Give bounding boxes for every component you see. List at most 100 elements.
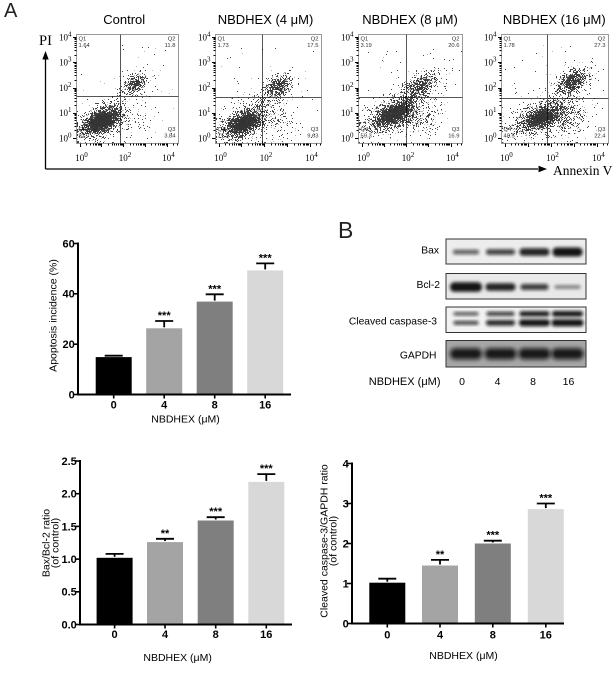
- svg-text:4: 4: [495, 376, 501, 388]
- svg-text:9.63: 9.63: [307, 134, 318, 140]
- svg-text:104: 104: [341, 30, 354, 42]
- svg-text:4: 4: [161, 399, 168, 411]
- svg-text:16: 16: [259, 399, 271, 411]
- svg-text:1.73: 1.73: [218, 43, 229, 49]
- svg-text:***: ***: [259, 252, 273, 264]
- svg-text:8: 8: [212, 399, 218, 411]
- svg-text:0: 0: [112, 629, 118, 641]
- svg-text:104: 104: [59, 30, 72, 42]
- svg-text:**: **: [161, 528, 170, 540]
- svg-text:104: 104: [446, 151, 459, 163]
- svg-text:101: 101: [341, 106, 354, 118]
- svg-text:1.5: 1.5: [62, 521, 77, 533]
- svg-text:0.0: 0.0: [62, 619, 77, 631]
- svg-text:16: 16: [260, 629, 272, 641]
- svg-text:Cleaved caspase-3: Cleaved caspase-3: [349, 317, 437, 328]
- svg-text:A: A: [4, 0, 18, 22]
- svg-text:4: 4: [437, 630, 444, 642]
- svg-text:16: 16: [540, 630, 552, 642]
- svg-text:103: 103: [341, 56, 354, 68]
- svg-text:102: 102: [402, 151, 415, 163]
- svg-text:GAPDH: GAPDH: [400, 351, 437, 362]
- svg-text:Q3: Q3: [598, 127, 606, 133]
- svg-text:Q2: Q2: [311, 37, 319, 43]
- svg-text:101: 101: [198, 106, 211, 118]
- svg-text:0: 0: [111, 399, 117, 411]
- svg-text:***: ***: [260, 463, 274, 475]
- svg-text:Q1: Q1: [361, 37, 369, 43]
- svg-text:102: 102: [546, 151, 559, 163]
- svg-text:104: 104: [484, 30, 497, 42]
- svg-text:Control: Control: [103, 12, 145, 27]
- svg-text:20.6: 20.6: [448, 43, 459, 49]
- svg-text:100: 100: [500, 151, 513, 163]
- svg-text:102: 102: [119, 151, 132, 163]
- svg-text:0.5: 0.5: [62, 587, 77, 599]
- svg-text:3: 3: [343, 498, 349, 510]
- svg-text:3.19: 3.19: [361, 43, 372, 49]
- svg-text:3.84: 3.84: [164, 134, 176, 140]
- svg-text:***: ***: [209, 506, 223, 518]
- svg-text:Q2: Q2: [598, 37, 606, 43]
- svg-text:104: 104: [592, 151, 605, 163]
- svg-text:0: 0: [69, 389, 75, 401]
- svg-text:Q4: Q4: [361, 127, 370, 133]
- svg-text:8: 8: [490, 630, 496, 642]
- svg-text:(of control): (of control): [50, 518, 62, 568]
- svg-text:20: 20: [63, 339, 75, 351]
- svg-text:104: 104: [198, 30, 211, 42]
- svg-text:100: 100: [484, 131, 497, 143]
- svg-text:100: 100: [75, 151, 88, 163]
- svg-text:102: 102: [484, 81, 497, 93]
- svg-text:PI: PI: [39, 33, 52, 49]
- svg-text:8: 8: [213, 629, 219, 641]
- svg-text:100: 100: [214, 151, 227, 163]
- svg-text:1.78: 1.78: [504, 43, 515, 49]
- svg-text:101: 101: [59, 106, 72, 118]
- svg-text:16.9: 16.9: [448, 134, 459, 140]
- svg-text:**: **: [436, 549, 445, 561]
- svg-text:103: 103: [59, 56, 72, 68]
- svg-text:Bcl-2: Bcl-2: [417, 280, 441, 291]
- svg-text:100: 100: [357, 151, 370, 163]
- svg-text:Q3: Q3: [452, 127, 460, 133]
- svg-text:104: 104: [305, 151, 318, 163]
- svg-text:101: 101: [484, 106, 497, 118]
- svg-text:59.3: 59.3: [361, 134, 372, 140]
- svg-text:NBDHEX (μM): NBDHEX (μM): [143, 652, 211, 664]
- svg-text:103: 103: [484, 56, 497, 68]
- svg-text:***: ***: [486, 530, 500, 542]
- svg-text:Q3: Q3: [311, 127, 319, 133]
- svg-text:11.8: 11.8: [165, 43, 176, 49]
- svg-text:22.4: 22.4: [594, 134, 606, 140]
- svg-text:NBDHEX (μM): NBDHEX (μM): [151, 414, 219, 426]
- svg-text:0: 0: [384, 630, 390, 642]
- svg-text:100: 100: [198, 131, 211, 143]
- svg-text:27.3: 27.3: [594, 43, 605, 49]
- svg-text:16: 16: [563, 376, 575, 388]
- svg-text:100: 100: [59, 131, 72, 143]
- svg-text:48.5: 48.5: [504, 134, 515, 140]
- svg-text:100: 100: [341, 131, 354, 143]
- svg-text:103: 103: [198, 56, 211, 68]
- svg-text:60: 60: [63, 238, 75, 250]
- svg-text:NBDHEX (4 μM): NBDHEX (4 μM): [218, 12, 314, 27]
- svg-text:8: 8: [530, 376, 536, 388]
- svg-text:40: 40: [63, 289, 75, 301]
- svg-text:***: ***: [208, 283, 222, 295]
- svg-text:Q2: Q2: [168, 37, 176, 43]
- svg-text:1.64: 1.64: [79, 43, 91, 49]
- svg-text:***: ***: [158, 310, 172, 322]
- svg-text:***: ***: [539, 493, 553, 505]
- svg-text:2.0: 2.0: [62, 489, 77, 501]
- svg-text:NBDHEX (16 μM): NBDHEX (16 μM): [503, 12, 606, 27]
- svg-text:Q2: Q2: [452, 37, 460, 43]
- svg-text:Apoptosis incidence (%): Apoptosis incidence (%): [47, 259, 59, 372]
- svg-text:(of control): (of control): [327, 516, 339, 566]
- svg-text:0: 0: [343, 618, 349, 630]
- svg-text:Q3: Q3: [168, 127, 176, 133]
- svg-text:1.0: 1.0: [62, 554, 77, 566]
- svg-text:NBDHEX (8 μM): NBDHEX (8 μM): [362, 12, 458, 27]
- svg-text:Cleaved caspase-3/GAPDH ratio: Cleaved caspase-3/GAPDH ratio: [318, 464, 330, 618]
- svg-text:4: 4: [162, 629, 169, 641]
